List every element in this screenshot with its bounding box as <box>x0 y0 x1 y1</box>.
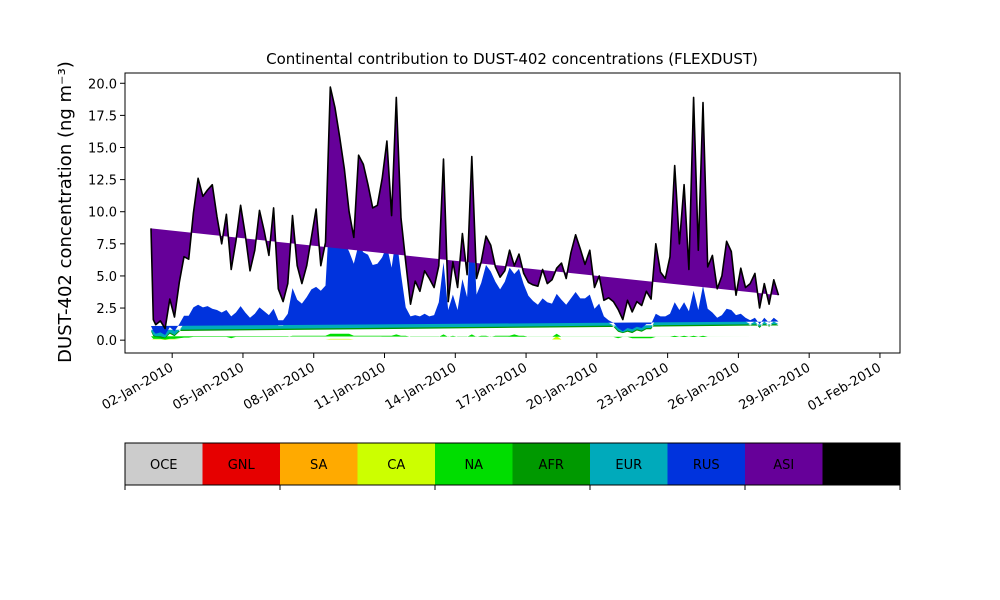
legend-swatch-oce <box>125 443 203 485</box>
legend-label-rus: RUS <box>693 458 720 473</box>
plot-area <box>150 86 780 340</box>
x-tick-label: 14-Jan-2010 <box>383 360 460 413</box>
x-tick-label: 20-Jan-2010 <box>524 360 601 413</box>
legend-label-oce: OCE <box>150 458 178 473</box>
legend-label-afr: AFR <box>539 458 564 473</box>
legend-swatch-eur <box>590 443 668 485</box>
legend-swatch-asi <box>745 443 823 485</box>
y-tick-label: 12.5 <box>88 174 117 189</box>
legend-frame <box>124 442 901 486</box>
x-tick-label: 08-Jan-2010 <box>241 360 318 413</box>
legend-swatch-aus <box>822 443 900 485</box>
legend-swatch-rus <box>667 443 745 485</box>
area-rus <box>151 200 779 335</box>
area-na <box>151 333 779 340</box>
chart-title: Continental contribution to DUST-402 con… <box>266 50 758 68</box>
legend: OCE GNL SA CA NA AFR EUR RUS ASI AUS <box>124 442 901 490</box>
legend-label-aus: AUS <box>848 458 875 473</box>
x-tick-label: 02-Jan-2010 <box>100 360 177 413</box>
y-tick-label: 0.0 <box>96 334 117 349</box>
legend-label-asi: ASI <box>773 458 794 473</box>
y-tick-label: 7.5 <box>96 238 117 253</box>
x-tick-label: 01-Feb-2010 <box>805 360 884 414</box>
x-axis-ticks: 02-Jan-201005-Jan-201008-Jan-201011-Jan-… <box>100 353 884 414</box>
legend-swatch-ca <box>357 443 435 485</box>
y-tick-label: 17.5 <box>88 109 117 124</box>
legend-label-gnl: GNL <box>228 458 256 473</box>
y-axis-ticks: 0.0 2.5 5.0 7.5 10.0 12.5 15.0 17.5 20.0 <box>88 77 125 349</box>
total-line <box>150 86 780 330</box>
legend-label-ca: CA <box>387 458 405 473</box>
x-tick-label: 17-Jan-2010 <box>453 360 530 413</box>
y-tick-label: 20.0 <box>88 77 117 92</box>
legend-label-sa: SA <box>310 458 327 473</box>
y-tick-label: 10.0 <box>88 206 117 221</box>
x-tick-label: 23-Jan-2010 <box>595 360 672 413</box>
y-tick-label: 5.0 <box>96 270 117 285</box>
x-tick-label: 29-Jan-2010 <box>737 360 814 413</box>
legend-swatch-afr <box>512 443 590 485</box>
legend-label-eur: EUR <box>615 458 642 473</box>
legend-swatch-gnl <box>202 443 280 485</box>
x-tick-label: 26-Jan-2010 <box>666 360 743 413</box>
legend-swatch-na <box>435 443 513 485</box>
x-tick-label: 11-Jan-2010 <box>312 360 389 413</box>
y-tick-label: 15.0 <box>88 141 117 156</box>
legend-swatch-sa <box>280 443 358 485</box>
plot-frame <box>124 72 901 354</box>
legend-label-na: NA <box>464 458 483 473</box>
x-tick-label: 05-Jan-2010 <box>170 360 247 413</box>
y-axis-label: DUST-402 concentration (ng m⁻³) <box>55 61 76 363</box>
y-tick-label: 2.5 <box>96 302 117 317</box>
